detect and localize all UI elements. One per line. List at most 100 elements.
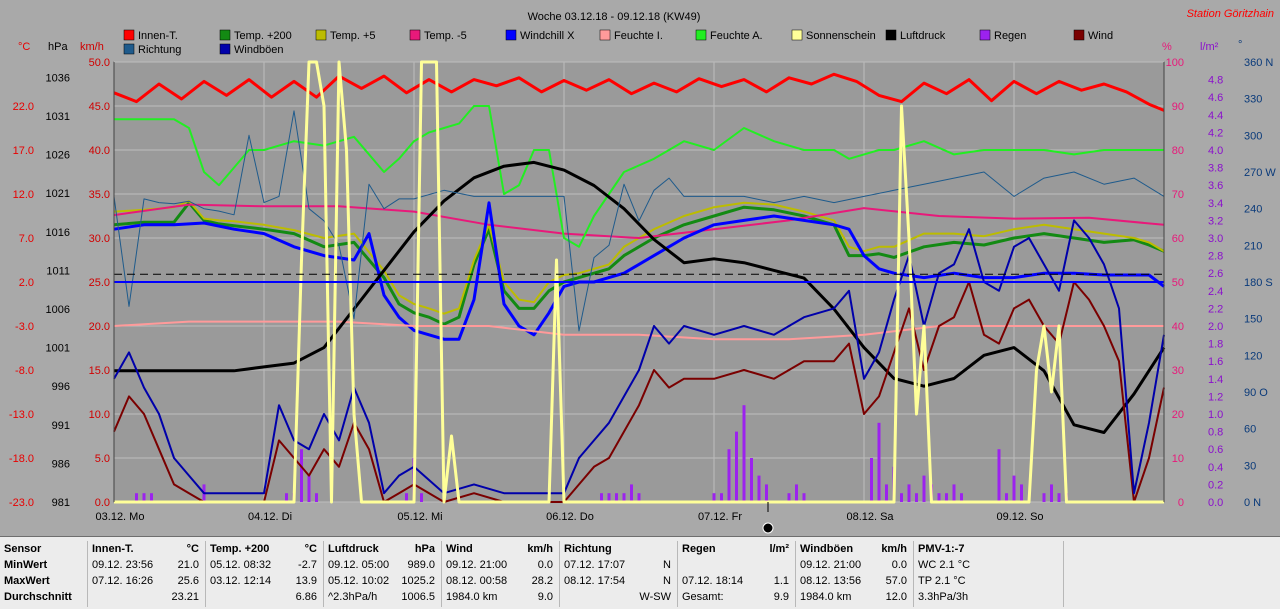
- direction-unit: °: [1238, 39, 1242, 51]
- cell-value: 25.6: [177, 575, 199, 587]
- temp-tick: 2.0: [19, 277, 34, 289]
- pressure-tick: 1001: [46, 343, 70, 355]
- column-unit: l/m²: [769, 543, 789, 555]
- cell-label: 07.12. 16:26: [92, 575, 154, 587]
- table-column: PMV-1:-7 WC 2.1 °C TP 2.1 °C 3.3hPa/3h: [914, 541, 1064, 607]
- rain-bar: [135, 493, 138, 502]
- series-line-10: [113, 110, 1165, 332]
- table-header: Regen l/m²: [678, 541, 795, 557]
- table-row: 03.12. 12:14 13.9: [206, 573, 323, 589]
- legend-label: Wind: [1088, 30, 1113, 42]
- table-row: 1984.0 km 12.0: [796, 589, 913, 605]
- cell-label: Durchschnitt: [4, 591, 72, 603]
- cell-value: 1.1: [773, 575, 789, 587]
- rain-tick: 4.6: [1208, 92, 1223, 104]
- humidity-tick: 80: [1172, 145, 1184, 157]
- cell-value: 23.21: [171, 591, 199, 603]
- table-header: Windböen km/h: [796, 541, 913, 557]
- rain-bar: [885, 484, 888, 502]
- legend-swatch: [791, 29, 803, 41]
- x-tick: 04.12. Di: [248, 511, 292, 523]
- table-row: 23.21: [88, 589, 205, 605]
- legend-swatch: [409, 29, 421, 41]
- table-header: Innen-T. °C: [88, 541, 205, 557]
- legend-label: Windchill X: [520, 30, 575, 42]
- table-header: Luftdruck hPa: [324, 541, 441, 557]
- cell-label: 09.12. 21:00: [800, 559, 862, 571]
- table-row: Gesamt: 9.9: [678, 589, 795, 605]
- wind-tick: 50.0: [89, 57, 110, 69]
- rain-bar: [142, 493, 146, 502]
- direction-tick: 330: [1244, 94, 1262, 106]
- rain-bar: [300, 449, 303, 502]
- humidity-tick: 10: [1172, 453, 1184, 465]
- wind-tick: 20.0: [89, 321, 110, 333]
- pressure-tick: 996: [52, 381, 70, 393]
- direction-tick: 300: [1244, 130, 1262, 142]
- series-line-0: [113, 72, 1165, 112]
- pressure-unit: hPa: [48, 41, 68, 53]
- series-line-1: [113, 201, 1165, 326]
- temp-tick: -8.0: [15, 365, 34, 377]
- cell-value: 0.0: [891, 559, 907, 571]
- humidity-unit: %: [1162, 41, 1172, 53]
- rain-bar: [637, 493, 641, 502]
- table-header: Sensor: [0, 541, 87, 557]
- rain-bar: [600, 493, 603, 502]
- rain-tick: 4.2: [1208, 127, 1223, 139]
- cell-label: 05.12. 08:32: [210, 559, 272, 571]
- legend-label: Luftdruck: [900, 30, 946, 42]
- direction-tick: 120: [1244, 350, 1262, 362]
- humidity-tick: 60: [1172, 233, 1184, 245]
- legend-swatch: [505, 29, 517, 41]
- rain-bar: [922, 475, 926, 502]
- rain-bar: [877, 422, 881, 502]
- wind-tick: 10.0: [89, 409, 110, 421]
- cell-value: N: [663, 559, 671, 571]
- rain-bar: [750, 458, 753, 502]
- humidity-tick: 70: [1172, 189, 1184, 201]
- rain-bar: [915, 493, 918, 502]
- temp-tick: -18.0: [9, 453, 34, 465]
- rain-tick: 0.8: [1208, 427, 1223, 439]
- humidity-tick: 100: [1166, 57, 1184, 69]
- direction-tick: 90 O: [1244, 387, 1268, 399]
- column-unit: km/h: [527, 543, 553, 555]
- cell-label: 3.3hPa/3h: [918, 591, 969, 603]
- rain-bar: [630, 484, 633, 502]
- column-unit: km/h: [881, 543, 907, 555]
- table-row: 07.12. 16:26 25.6: [88, 573, 205, 589]
- rain-bar: [742, 405, 746, 502]
- cell-value: 9.0: [537, 591, 553, 603]
- rain-bar: [622, 493, 626, 502]
- column-title: Regen: [682, 543, 716, 555]
- table-row: TP 2.1 °C: [914, 573, 1063, 589]
- cell-label: 1984.0 km: [800, 591, 852, 603]
- direction-tick: 60: [1244, 424, 1256, 436]
- table-row: 3.3hPa/3h: [914, 589, 1063, 605]
- column-title: PMV-1:-7: [918, 543, 965, 555]
- humidity-tick: 30: [1172, 365, 1184, 377]
- table-row: W-SW: [560, 589, 677, 605]
- table-column: Innen-T. °C 09.12. 23:56 21.0 07.12. 16:26 25…: [88, 541, 206, 607]
- temp-tick: 7.0: [19, 233, 34, 245]
- temp-tick: 17.0: [13, 145, 34, 157]
- rain-tick: 3.8: [1208, 163, 1223, 175]
- pressure-tick: 991: [52, 420, 70, 432]
- pressure-tick: 986: [52, 458, 70, 470]
- direction-tick: 210: [1244, 240, 1262, 252]
- legend-label: Regen: [994, 30, 1026, 42]
- cell-value: 6.86: [295, 591, 317, 603]
- cell-value: -2.7: [298, 559, 317, 571]
- legend-label: Temp. -5: [424, 30, 467, 42]
- x-tick: 08.12. Sa: [846, 511, 894, 523]
- legend-label: Windböen: [234, 44, 284, 56]
- table-column: Richtung 07.12. 17:07 N 08.12. 17:54 N W-SW: [560, 541, 678, 607]
- table-row: 07.12. 18:14 1.1: [678, 573, 795, 589]
- rain-bar: [907, 484, 911, 502]
- cell-label: 08.12. 00:58: [446, 575, 508, 587]
- rain-bar: [802, 493, 806, 502]
- direction-tick: 0 N: [1244, 497, 1261, 509]
- column-title: Luftdruck: [328, 543, 379, 555]
- cell-value: W-SW: [639, 591, 671, 603]
